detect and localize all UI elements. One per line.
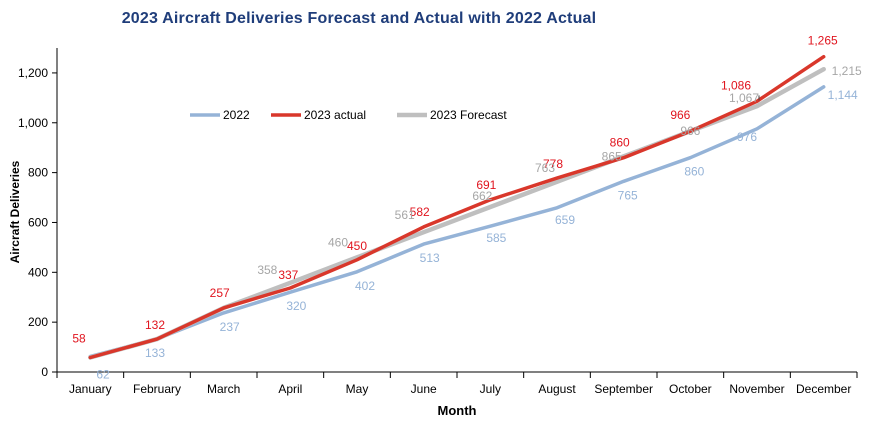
y-axis-ticks: 0 200 400 600 800 1,000 1,200: [18, 66, 57, 379]
x-tick-label: May: [346, 382, 369, 396]
data-label: 58: [72, 332, 86, 346]
x-tick-label: October: [669, 382, 712, 396]
legend-label: 2023 actual: [304, 108, 366, 122]
x-tick-label: February: [133, 382, 181, 396]
x-tick-label: November: [729, 382, 784, 396]
data-label: 1,215: [832, 64, 862, 78]
legend: 2022 2023 actual 2023 Forecast: [190, 108, 507, 122]
data-label: 765: [618, 188, 638, 202]
y-tick-label: 1,000: [18, 116, 48, 130]
x-tick-label: June: [411, 382, 437, 396]
series-line-2022: [88, 85, 826, 359]
data-label: 865: [602, 149, 622, 163]
data-label: 1,086: [721, 78, 751, 92]
series-lines: [88, 54, 826, 360]
y-tick-label: 200: [28, 315, 48, 329]
data-label: 778: [543, 157, 563, 171]
data-label: 337: [278, 268, 298, 282]
data-label: 513: [420, 251, 440, 265]
data-label: 763: [535, 161, 555, 175]
data-label: 358: [257, 263, 277, 277]
data-label: 561: [395, 208, 415, 222]
data-label: 402: [355, 279, 375, 293]
data-label: 691: [476, 178, 496, 192]
data-labels: 62 133 237 320 402 513 585 659 765 860 976 1,144 58 1…: [72, 34, 862, 382]
data-label: 966: [670, 108, 690, 122]
chart-title: 2023 Aircraft Deliveries Forecast and Ac…: [121, 10, 597, 27]
x-tick-label: September: [594, 382, 653, 396]
y-tick-label: 400: [28, 265, 48, 279]
data-label: 966: [680, 124, 700, 138]
y-axis-label: Aircraft Deliveries: [8, 160, 22, 263]
data-label: 237: [220, 320, 240, 334]
x-tick-label: August: [538, 382, 576, 396]
data-label: 1,144: [828, 88, 858, 102]
x-tick-label: January: [69, 382, 112, 396]
data-label: 320: [286, 299, 306, 313]
data-label: 585: [486, 231, 506, 245]
x-tick-label: April: [278, 382, 302, 396]
x-axis-ticks: January February March April May June July Augu…: [56, 372, 858, 396]
data-label: 132: [145, 318, 165, 332]
data-label: 450: [347, 239, 367, 253]
data-label: 62: [96, 368, 110, 382]
y-tick-label: 0: [41, 365, 48, 379]
data-label: 1,067: [729, 91, 759, 105]
data-label: 133: [145, 346, 165, 360]
data-label: 860: [610, 136, 630, 150]
legend-label: 2023 Forecast: [430, 108, 507, 122]
x-axis-label: Month: [438, 403, 477, 418]
data-label: 976: [737, 130, 757, 144]
series-line-2023-actual: [88, 54, 826, 360]
data-label: 257: [210, 286, 230, 300]
data-label: 659: [555, 213, 575, 227]
y-tick-label: 800: [28, 166, 48, 180]
data-label: 1,265: [808, 34, 838, 48]
x-tick-label: July: [480, 382, 501, 396]
legend-label: 2022: [223, 108, 250, 122]
data-label: 860: [684, 165, 704, 179]
data-label: 582: [410, 205, 430, 219]
x-tick-label: March: [207, 382, 240, 396]
data-label: 460: [328, 235, 348, 249]
x-tick-label: December: [796, 382, 851, 396]
data-label: 662: [472, 189, 492, 203]
y-tick-label: 600: [28, 215, 48, 229]
y-tick-label: 1,200: [18, 66, 48, 80]
